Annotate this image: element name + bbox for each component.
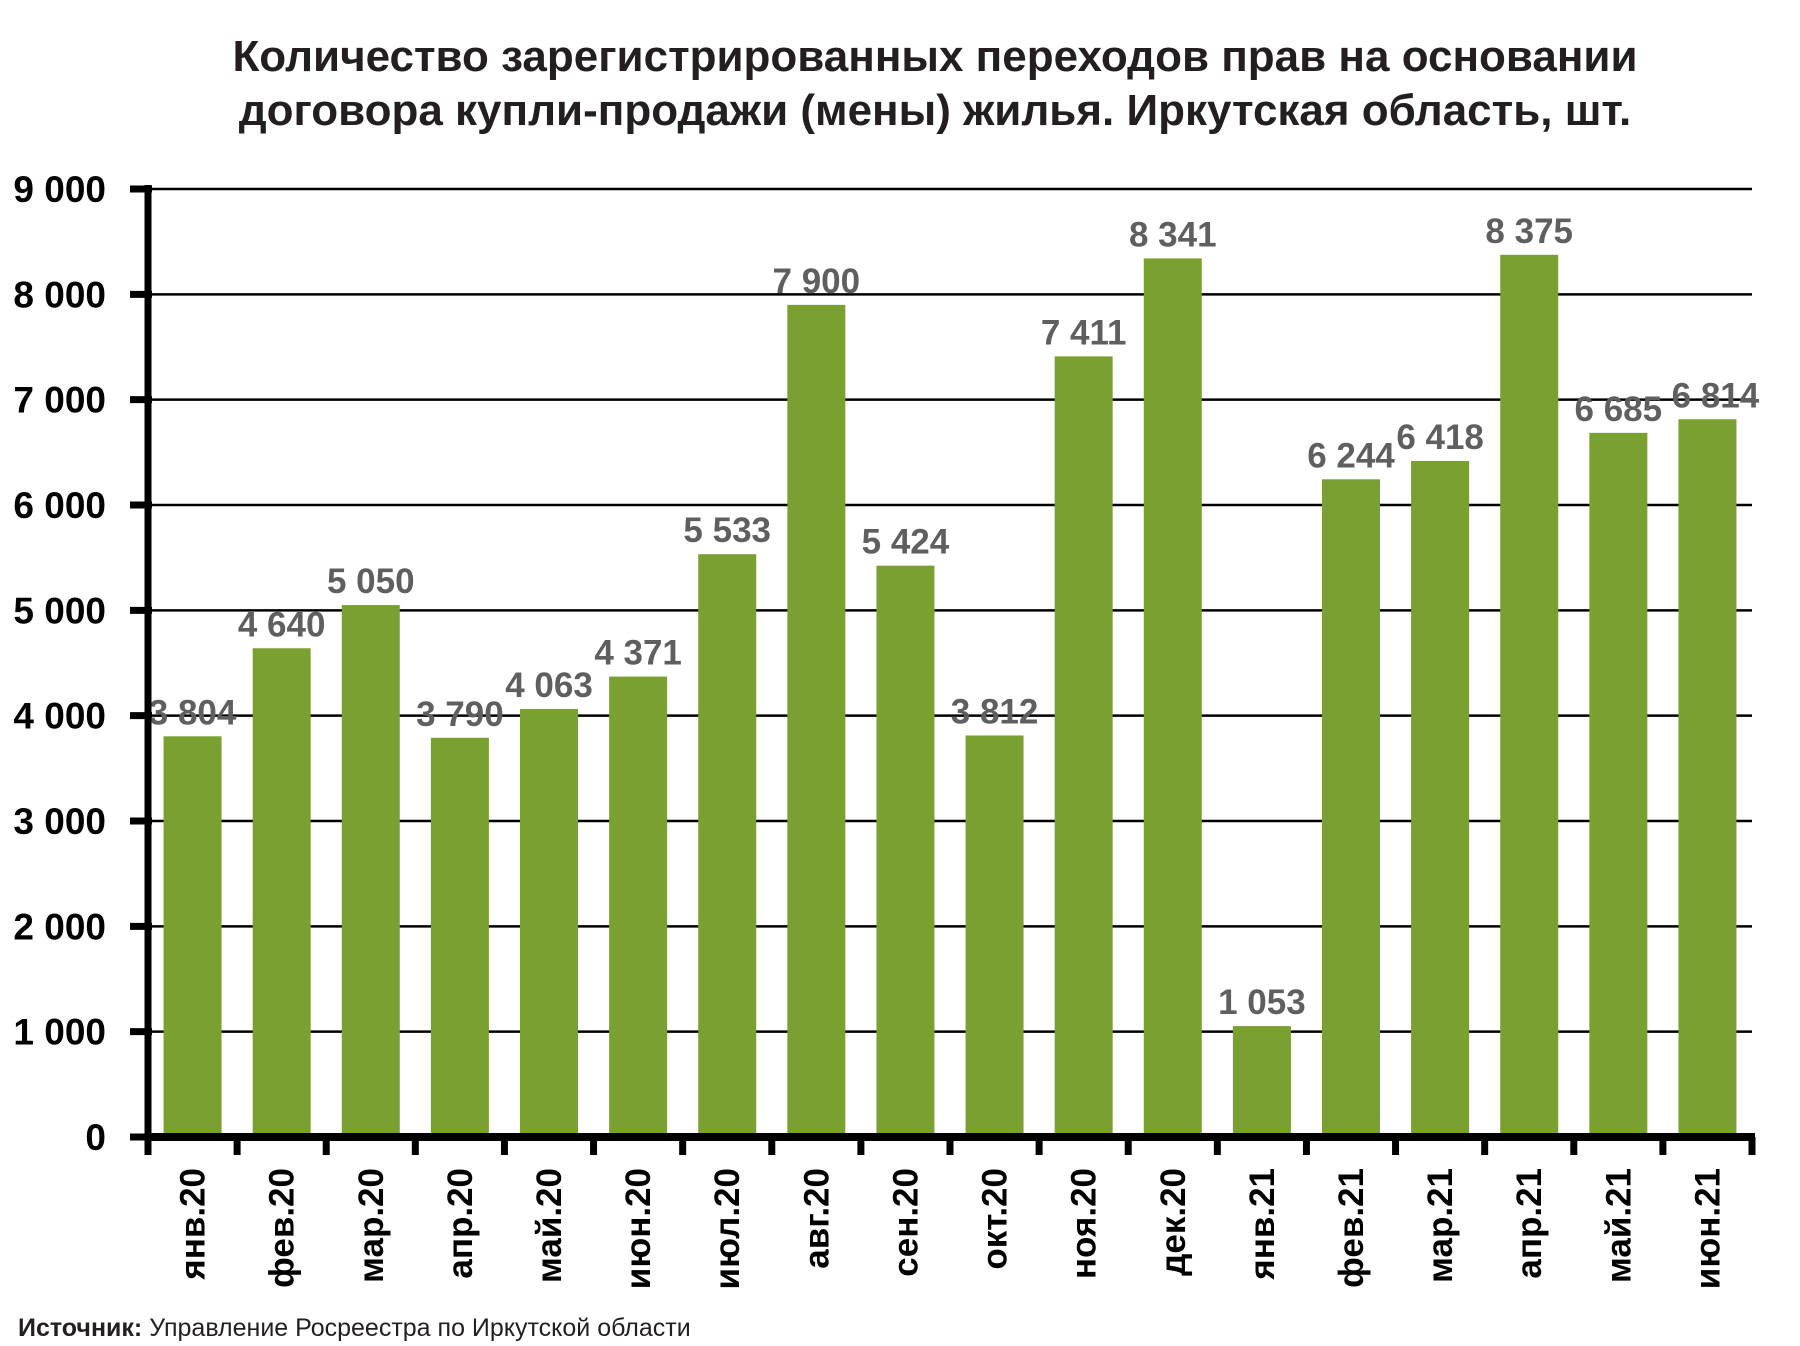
data-label: 7 411 — [1041, 313, 1127, 352]
bar — [965, 735, 1024, 1137]
data-label: 5 533 — [683, 511, 771, 550]
bar — [1678, 419, 1737, 1137]
y-tick-label: 1 000 — [13, 1012, 106, 1053]
data-label: 3 812 — [951, 692, 1039, 731]
title-line-1: Количество зарегистрированных переходов … — [232, 32, 1638, 81]
bar — [1411, 460, 1470, 1137]
x-tick-label: мар.20 — [352, 1168, 391, 1283]
x-tick-label: май.21 — [1599, 1168, 1638, 1283]
bar — [430, 737, 489, 1137]
source-text: Управление Росреестра по Иркутской облас… — [142, 1314, 691, 1342]
data-label: 4 640 — [238, 605, 326, 644]
x-tick-label: мар.21 — [1421, 1168, 1460, 1283]
y-tick-label: 4 000 — [13, 696, 106, 737]
x-tick-label: июл.20 — [708, 1168, 747, 1289]
x-tick-label: окт.20 — [976, 1168, 1015, 1270]
data-label: 8 341 — [1129, 215, 1217, 254]
source-label: Источник: — [18, 1314, 143, 1342]
x-tick-label: апр.21 — [1510, 1168, 1549, 1279]
y-tick-label: 0 — [85, 1117, 106, 1158]
bar — [698, 554, 757, 1137]
data-label: 3 790 — [416, 695, 504, 734]
data-label: 5 050 — [327, 562, 415, 601]
x-tick-label: фев.21 — [1332, 1168, 1371, 1288]
chart-title: Количество зарегистрированных переходов … — [0, 30, 1800, 138]
x-tick-label: ноя.20 — [1065, 1168, 1104, 1279]
data-label: 6 418 — [1396, 418, 1484, 457]
data-label: 6 685 — [1575, 390, 1663, 429]
data-label: 3 804 — [149, 693, 237, 732]
data-label: 5 424 — [862, 523, 950, 562]
x-tick-label: июн.20 — [619, 1168, 658, 1289]
bar — [1589, 432, 1648, 1137]
source-note: Источник: Управление Росреестра по Иркут… — [18, 1314, 691, 1343]
bar — [252, 648, 311, 1137]
y-tick-label: 9 000 — [13, 169, 106, 210]
y-tick-label: 2 000 — [13, 906, 106, 947]
data-label: 1 053 — [1218, 983, 1306, 1022]
data-label: 4 371 — [594, 634, 682, 673]
y-tick-label: 7 000 — [13, 380, 106, 421]
x-tick-label: янв.20 — [174, 1168, 213, 1281]
bar — [609, 676, 668, 1137]
bar — [1232, 1026, 1291, 1137]
data-label: 4 063 — [505, 666, 593, 705]
data-label: 6 244 — [1307, 436, 1395, 475]
bar — [1322, 479, 1380, 1137]
x-tick-label: май.20 — [530, 1168, 569, 1283]
y-tick-label: 8 000 — [13, 274, 106, 315]
bar — [1054, 356, 1113, 1138]
x-tick-label: июн.21 — [1688, 1168, 1727, 1289]
y-tick-label: 3 000 — [13, 801, 106, 842]
bar — [1500, 254, 1559, 1138]
y-tick-label: 5 000 — [13, 590, 106, 631]
x-tick-label: фев.20 — [263, 1168, 302, 1288]
bar — [520, 709, 578, 1137]
x-tick-label: сен.20 — [886, 1168, 925, 1277]
bar — [163, 736, 222, 1137]
bar — [876, 565, 935, 1137]
title-line-2: договора купли-продажи (мены) жилья. Ирк… — [238, 86, 1632, 135]
bar — [341, 605, 400, 1137]
x-tick-label: янв.21 — [1243, 1168, 1282, 1281]
x-tick-label: дек.20 — [1154, 1168, 1193, 1276]
bar — [1143, 258, 1202, 1137]
data-label: 6 814 — [1672, 376, 1760, 415]
data-label: 8 375 — [1485, 212, 1573, 251]
data-label: 7 900 — [773, 262, 861, 301]
x-tick-label: авг.20 — [797, 1168, 836, 1269]
x-tick-label: апр.20 — [441, 1168, 480, 1279]
y-tick-label: 6 000 — [13, 485, 106, 526]
bar — [787, 304, 846, 1137]
